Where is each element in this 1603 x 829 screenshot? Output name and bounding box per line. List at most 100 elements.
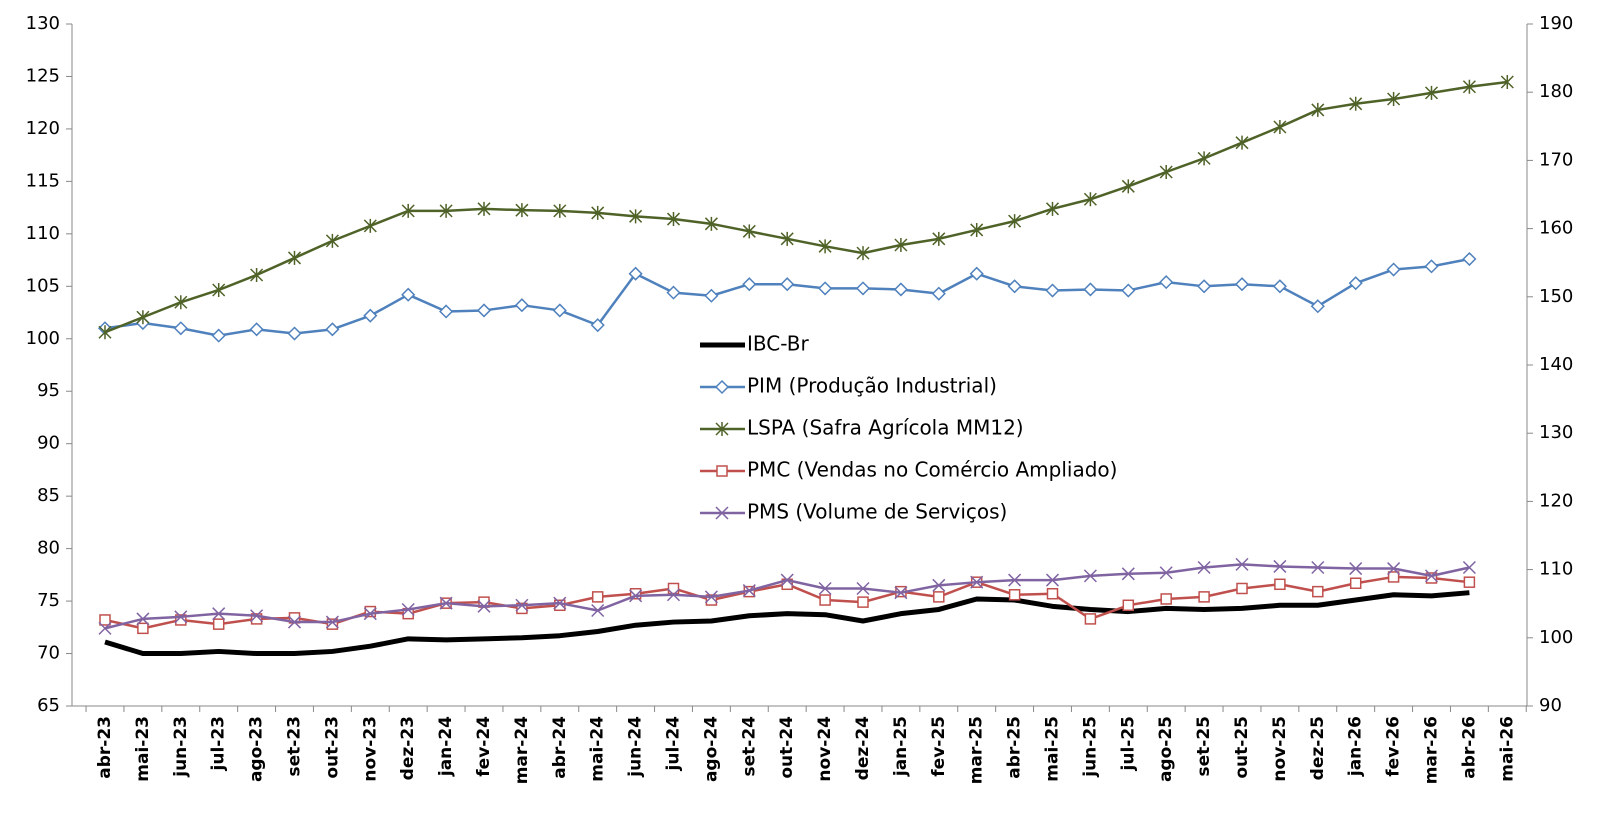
marker (1425, 572, 1438, 584)
y2-tick-label: 190 (1539, 13, 1573, 34)
marker (250, 609, 264, 623)
marker (1121, 567, 1135, 581)
y-tick-label: 110 (26, 223, 60, 244)
marker (515, 203, 529, 218)
marker (1349, 562, 1363, 576)
marker (1310, 299, 1325, 314)
marker (742, 224, 756, 239)
marker (287, 250, 302, 265)
marker (174, 610, 188, 624)
marker (742, 277, 757, 292)
x-tick-label: set-23 (285, 716, 305, 777)
marker (1083, 569, 1097, 583)
marker (933, 591, 945, 603)
marker (1235, 557, 1249, 571)
marker (969, 266, 984, 281)
marker (1046, 587, 1059, 600)
x-tick-label: ago-23 (247, 716, 267, 782)
marker (818, 581, 832, 596)
legend-marker (715, 422, 729, 436)
x-tick-label: dez-24 (853, 716, 873, 780)
x-tick-label: fev-25 (929, 716, 949, 777)
legend-label: LSPA (Safra Agrícola MM12) (747, 416, 1024, 440)
marker (931, 286, 946, 301)
marker (514, 298, 529, 313)
series-line (104, 590, 1470, 657)
marker (212, 618, 225, 630)
y-tick-label: 65 (37, 695, 60, 716)
marker (439, 203, 453, 218)
marker (250, 613, 263, 625)
x-tick-label: jul-23 (209, 716, 229, 771)
x-tick-label: abr-24 (550, 716, 570, 779)
marker (515, 598, 529, 612)
marker (1008, 573, 1022, 587)
marker (1349, 577, 1362, 589)
x-tick-label: abr-23 (95, 716, 115, 779)
y2-tick-label: 160 (1539, 218, 1573, 239)
x-tick-label: mar-25 (967, 716, 987, 784)
marker (894, 586, 908, 600)
x-tick-label: nov-25 (1270, 716, 1290, 782)
marker (477, 599, 491, 613)
marker (970, 575, 984, 589)
x-tick-label: jun-24 (626, 716, 646, 778)
marker (1197, 279, 1212, 294)
marker (591, 205, 605, 220)
y-tick-label: 125 (26, 65, 60, 86)
marker (1424, 85, 1439, 100)
x-tick-label: jun-25 (1080, 716, 1100, 778)
marker (1159, 164, 1173, 179)
marker (1424, 569, 1439, 583)
y-tick-label: 130 (26, 13, 60, 34)
marker (1197, 560, 1211, 575)
marker (591, 603, 605, 618)
marker (1387, 562, 1401, 576)
marker (856, 581, 870, 596)
marker (552, 303, 567, 318)
marker (1311, 560, 1325, 575)
marker (1424, 259, 1439, 274)
marker (1234, 277, 1250, 292)
marker (629, 209, 643, 224)
marker (1121, 283, 1136, 298)
marker (99, 614, 111, 626)
marker (704, 288, 719, 303)
marker (932, 578, 946, 592)
marker (363, 308, 378, 323)
marker (325, 615, 339, 629)
marker (364, 605, 377, 618)
marker (1121, 179, 1135, 194)
marker (1349, 96, 1363, 111)
marker (325, 233, 339, 248)
x-tick-label: ago-24 (701, 716, 721, 782)
marker (1273, 119, 1287, 134)
x-tick-label: set-25 (1194, 716, 1214, 777)
marker (666, 588, 681, 602)
marker (1007, 279, 1022, 294)
legend-marker (714, 379, 730, 395)
marker (1311, 102, 1325, 117)
series-line (104, 80, 1508, 334)
y2-tick-label: 120 (1539, 490, 1573, 511)
marker (1387, 92, 1401, 107)
legend-marker (715, 506, 729, 520)
marker (553, 596, 567, 610)
x-tick-label: nov-23 (360, 716, 380, 782)
marker (780, 231, 794, 246)
y-tick-label: 75 (37, 590, 60, 611)
x-tick-label: jan-24 (436, 716, 456, 777)
marker (932, 231, 946, 246)
x-tick-label: fev-26 (1384, 716, 1404, 777)
marker (666, 212, 681, 227)
y2-tick-label: 180 (1539, 81, 1573, 102)
marker (1084, 613, 1097, 625)
marker (1462, 251, 1477, 267)
marker (326, 618, 339, 630)
y-tick-label: 100 (26, 328, 60, 349)
x-tick-label: nov-24 (815, 716, 835, 782)
marker (1236, 582, 1248, 595)
marker (855, 281, 871, 296)
x-tick-label: out-25 (1232, 716, 1252, 779)
